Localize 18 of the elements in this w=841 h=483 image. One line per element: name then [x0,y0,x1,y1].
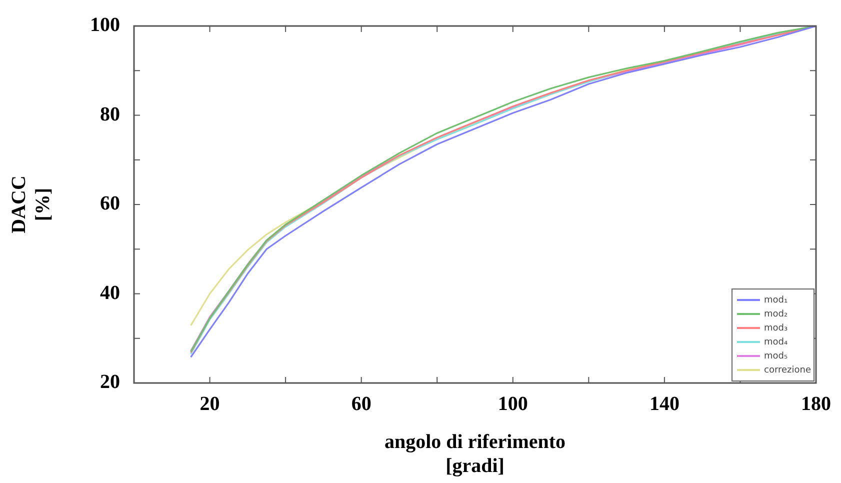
x-tick-label: 20 [200,393,220,416]
x-tick-label: 180 [801,393,831,416]
legend-label: mod₄ [764,337,788,348]
y-tick-label: 40 [100,282,120,304]
legend-label: correzione [764,365,812,376]
legend-label: mod₁ [764,295,788,306]
x-axis-title: angolo di riferimento [gradi] [384,431,566,478]
x-tick-label: 60 [351,393,372,416]
legend-label: mod₃ [764,323,788,334]
y-axis-title: DACC [%] [8,176,54,234]
legend-label: mod₅ [764,351,788,362]
legend-label: mod₂ [764,309,788,320]
y-tick-label: 60 [100,192,120,215]
y-tick-label: 100 [90,14,120,36]
x-tick-label: 140 [649,393,680,416]
x-tick-label: 100 [498,393,528,416]
y-tick-label: 80 [100,103,120,126]
y-tick-label: 20 [100,371,120,394]
